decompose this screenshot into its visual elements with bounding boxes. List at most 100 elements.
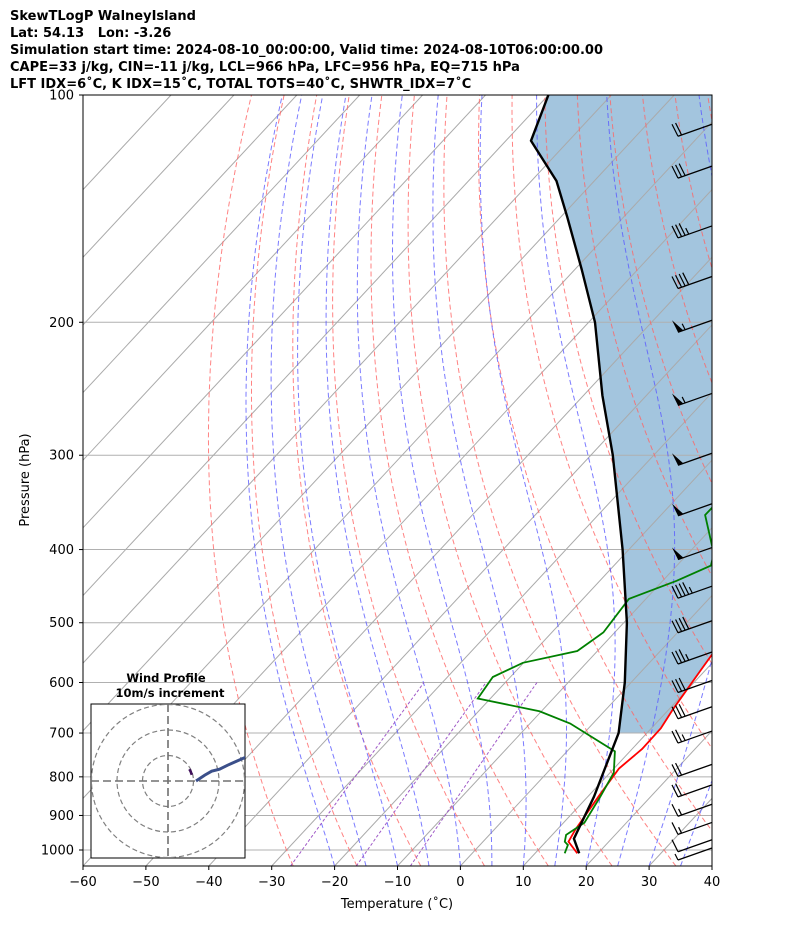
barb-staff — [677, 763, 713, 778]
barb-flag — [678, 677, 686, 691]
y-tick-label: 800 — [49, 770, 74, 785]
x-tick-label: −60 — [69, 875, 96, 890]
x-tick-label: −20 — [321, 875, 348, 890]
y-tick-label: 700 — [49, 727, 74, 742]
dry-adiabat — [609, 95, 712, 485]
dry-adiabat — [511, 95, 712, 750]
mixing-ratio-line — [355, 682, 487, 866]
wind-barb — [671, 762, 713, 778]
x-tick-label: −10 — [384, 875, 411, 890]
barb-staff — [677, 225, 713, 239]
barb-flag — [678, 617, 686, 631]
isotherm-line — [83, 95, 675, 732]
barb-flag — [675, 650, 683, 663]
barb-staff — [677, 803, 713, 817]
moist-adiabat — [606, 95, 676, 866]
isotherm-line — [460, 594, 712, 866]
x-tick-label: 30 — [641, 875, 658, 890]
y-axis-label: Pressure (hPa) — [18, 433, 33, 526]
moist-adiabat — [432, 95, 527, 866]
x-tick-label: 40 — [704, 875, 721, 890]
y-tick-label: 600 — [49, 676, 74, 691]
isotherm-line — [83, 95, 612, 664]
barb-flag — [671, 784, 679, 798]
moist-adiabat — [356, 95, 461, 866]
barb-flag — [675, 762, 683, 776]
barb-staff — [677, 392, 713, 407]
x-tick-label: 10 — [515, 875, 532, 890]
wind-barb — [672, 546, 713, 561]
barb-staff — [677, 275, 713, 290]
isotherm-line — [334, 459, 712, 866]
plot-area — [83, 95, 794, 866]
wind-barb — [671, 783, 713, 798]
barb-flag — [671, 822, 679, 835]
isotherm-line — [397, 527, 712, 866]
isotherm-line — [83, 95, 486, 529]
hodograph-trace — [195, 755, 245, 783]
barb-staff — [677, 730, 713, 744]
y-tick-label: 200 — [49, 316, 74, 331]
location-line: Lat: 54.13 Lon: -3.26 — [10, 26, 172, 41]
barb-flag — [682, 616, 690, 630]
barb-flag — [675, 164, 683, 178]
barb-flag — [671, 585, 679, 599]
wind-barb — [671, 821, 713, 836]
dry-adiabat — [407, 95, 613, 866]
wind-barb — [671, 839, 713, 853]
dry-adiabat — [740, 95, 794, 866]
barb-staff — [677, 585, 713, 599]
dry-adiabat — [707, 95, 712, 124]
barb-flag — [671, 620, 679, 633]
barb-staff — [677, 503, 713, 517]
dry-adiabat — [443, 95, 677, 866]
cape-shading — [531, 95, 712, 734]
moist-adiabat — [536, 95, 616, 866]
isotherm-line — [585, 729, 712, 866]
dry-adiabat — [544, 95, 712, 665]
y-tick-label: 500 — [49, 616, 74, 631]
isotherm-line — [83, 95, 549, 597]
barb-staff — [677, 452, 713, 466]
barb-staff — [677, 706, 713, 720]
x-tick-label: 20 — [578, 875, 595, 890]
barb-flag — [678, 273, 686, 287]
isotherm-line — [271, 391, 712, 866]
barb-flag — [671, 680, 679, 693]
barb-staff — [677, 821, 713, 836]
wind-barb — [671, 729, 713, 744]
wind-barb — [671, 582, 713, 599]
barb-flag — [671, 276, 679, 289]
barb-staff — [677, 319, 713, 333]
dry-adiabat — [773, 95, 794, 866]
barb-flag — [682, 272, 690, 285]
hodograph-tail — [275, 725, 297, 737]
moist-adiabat — [297, 95, 398, 866]
barb-flag — [675, 224, 683, 237]
moist-adiabat — [680, 779, 712, 866]
y-tick-label: 400 — [49, 543, 74, 558]
barb-pennant — [672, 453, 684, 466]
x-tick-label: −50 — [132, 875, 159, 890]
dry-adiabat — [478, 95, 712, 832]
isotherm-line — [83, 95, 423, 461]
dewpoint-profile — [476, 506, 712, 854]
time-line: Simulation start time: 2024-08-10_00:00:… — [10, 43, 603, 58]
wind-barb — [671, 649, 713, 665]
wind-barb — [671, 122, 713, 137]
barb-flag — [671, 651, 679, 665]
moist-adiabat — [325, 95, 430, 866]
dry-adiabat — [292, 95, 422, 866]
wind-barb — [672, 503, 713, 517]
barb-flag — [675, 678, 683, 692]
chart-title: SkewTLogP WalneyIsland — [10, 9, 196, 24]
isotherm-line — [83, 95, 235, 259]
barb-staff — [677, 165, 713, 179]
isotherm-line — [208, 324, 712, 866]
barb-flag — [682, 582, 690, 595]
moist-adiabat — [245, 95, 336, 866]
y-tick-label: 300 — [49, 449, 74, 464]
temperature-profile — [567, 653, 712, 854]
barb-pennant — [672, 393, 684, 406]
